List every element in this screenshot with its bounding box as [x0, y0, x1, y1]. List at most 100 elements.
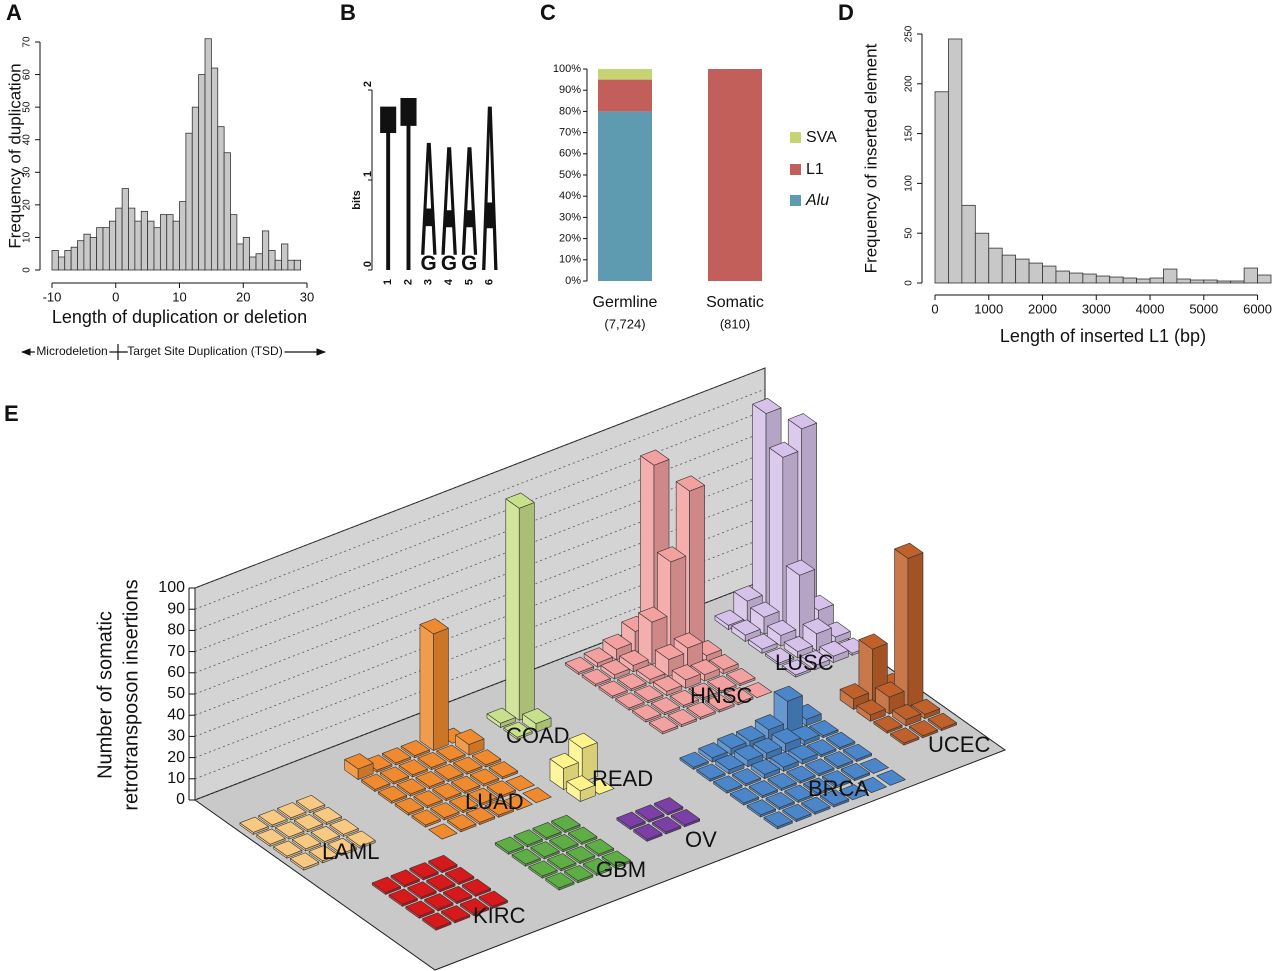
bar-segment [708, 69, 762, 281]
bar-3d [488, 761, 518, 780]
bar-3d [428, 823, 458, 840]
bar-top [545, 872, 575, 889]
bar-top [736, 725, 766, 742]
bar-top [568, 732, 598, 749]
bar-3d [582, 857, 613, 876]
logo-letter: A [420, 108, 437, 290]
y-tick-label: 10 [22, 231, 33, 243]
x-tick-label: 10 [172, 289, 186, 304]
bar-3d [801, 796, 831, 815]
bar-3d [648, 716, 679, 735]
bar-top [783, 636, 813, 652]
bar-3d [667, 708, 697, 728]
bar-3d [856, 699, 886, 722]
bar-3d [329, 818, 359, 837]
bar-3d [447, 814, 477, 833]
bar-top [655, 643, 685, 660]
y-tick-label: 0 [904, 280, 915, 286]
histogram-bar [948, 38, 963, 284]
logo-letter: A [481, 55, 498, 321]
logo-letter: G [461, 252, 477, 275]
bar-3d [894, 542, 924, 708]
x-tick-label: 6 [484, 279, 496, 285]
bar-top [583, 647, 613, 664]
y-tick-label: 90 [167, 600, 185, 617]
bar-3d [892, 704, 922, 727]
category-note: (810) [720, 316, 750, 331]
bar-3d [688, 682, 718, 701]
histogram-bar [153, 227, 161, 271]
bar-3d [451, 775, 481, 794]
y-tick-label: 50% [559, 169, 581, 181]
bar-top [781, 659, 811, 676]
histogram-bar [191, 106, 200, 271]
bar-top [705, 694, 735, 711]
bar-3d [635, 804, 665, 823]
group-label: COAD [506, 723, 570, 748]
bar-top [767, 619, 797, 636]
bar-3d [532, 822, 562, 841]
bar-top [411, 809, 441, 826]
bar-top [638, 606, 668, 623]
bar-3d [436, 744, 466, 763]
bar-top [842, 743, 872, 760]
grid-line [194, 494, 766, 716]
bar-top [459, 897, 490, 914]
bar-top [398, 759, 428, 776]
bar-top [696, 763, 726, 780]
bar-top [273, 840, 303, 857]
bar-3d [449, 794, 479, 813]
y-tick-label: 80% [559, 105, 581, 117]
bar-3d [312, 806, 342, 825]
histogram-bar [210, 67, 219, 271]
floor [193, 579, 1007, 971]
bar-top [633, 823, 663, 840]
grid-line [194, 579, 766, 801]
histogram-bar [1055, 270, 1070, 284]
bar-3d [503, 794, 533, 811]
bar-top [461, 878, 492, 895]
x-tick-label: 4 [443, 278, 455, 285]
bar-top [635, 804, 665, 821]
panel-letter: C [540, 0, 556, 25]
histogram-bar [1216, 280, 1232, 284]
grid-line [194, 473, 766, 695]
bar-top [598, 680, 628, 697]
histogram-bar [1257, 274, 1272, 284]
bar-top [908, 720, 939, 737]
bar-top [413, 790, 443, 807]
bar-top [707, 675, 737, 692]
histogram-bar [108, 220, 117, 271]
category-note: (7,724) [604, 316, 645, 331]
bar-3d [344, 753, 374, 780]
bar-segment [598, 69, 652, 80]
bar-top [690, 659, 720, 676]
histogram-bar [961, 204, 976, 284]
bar-top [713, 775, 743, 792]
bar-top [746, 799, 776, 816]
y-tick-label: 20% [559, 233, 581, 245]
bar-3d [765, 647, 795, 666]
x-tick-label: 30 [300, 289, 314, 304]
bar-3d [675, 475, 705, 651]
bar-3d [617, 673, 647, 692]
x-tick-label: 5000 [1189, 301, 1218, 316]
y-tick-label: 30% [559, 211, 581, 223]
bar-top [765, 647, 795, 664]
bar-3d [824, 751, 854, 770]
bar-3d [771, 728, 801, 753]
y-tick-label: 20 [22, 199, 33, 211]
bar-3d [398, 759, 428, 778]
bar-top [839, 683, 869, 700]
bar-3d [290, 852, 320, 871]
histogram-bar [204, 38, 212, 271]
bar-3d [405, 900, 435, 919]
bar-3d [380, 766, 410, 785]
panel-letter: D [838, 0, 854, 25]
bar-3d [388, 888, 418, 907]
bar-top [602, 633, 632, 650]
bar-top [432, 783, 462, 799]
bar-top [415, 771, 445, 788]
logo-letter: T [400, 44, 417, 324]
y-axis-label: Frequency of duplication [5, 63, 24, 248]
